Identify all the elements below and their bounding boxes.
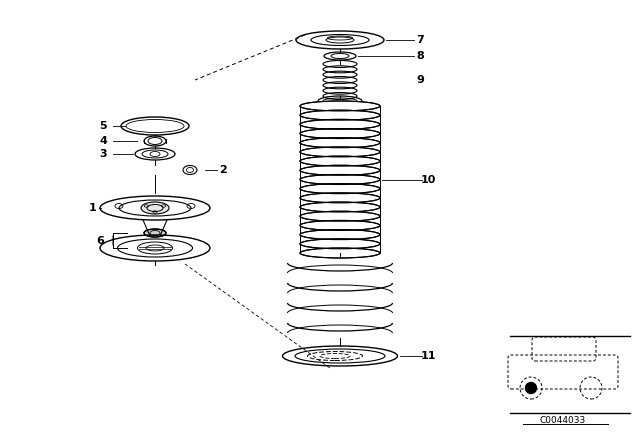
Ellipse shape — [300, 147, 380, 157]
Text: 8: 8 — [416, 51, 424, 61]
Text: 9: 9 — [416, 75, 424, 85]
Text: 4: 4 — [99, 136, 107, 146]
Text: 11: 11 — [420, 351, 436, 361]
Ellipse shape — [300, 193, 380, 203]
Text: 2: 2 — [219, 165, 227, 175]
Ellipse shape — [300, 248, 380, 258]
Ellipse shape — [300, 101, 380, 111]
Ellipse shape — [300, 175, 380, 185]
Ellipse shape — [300, 156, 380, 166]
Text: 1: 1 — [89, 203, 97, 213]
Text: 6: 6 — [96, 236, 104, 246]
Ellipse shape — [300, 119, 380, 129]
Text: 10: 10 — [420, 175, 436, 185]
Text: 5: 5 — [99, 121, 107, 131]
Circle shape — [525, 383, 536, 393]
Ellipse shape — [300, 110, 380, 120]
Ellipse shape — [300, 230, 380, 240]
Ellipse shape — [300, 211, 380, 221]
Text: 7: 7 — [416, 35, 424, 45]
Ellipse shape — [300, 202, 380, 212]
Ellipse shape — [300, 184, 380, 194]
Ellipse shape — [300, 220, 380, 230]
Ellipse shape — [300, 165, 380, 175]
Ellipse shape — [300, 138, 380, 148]
Text: 3: 3 — [99, 149, 107, 159]
Text: C0044033: C0044033 — [540, 415, 586, 425]
Ellipse shape — [144, 229, 166, 237]
Ellipse shape — [300, 129, 380, 138]
Ellipse shape — [141, 202, 169, 214]
Ellipse shape — [300, 239, 380, 249]
